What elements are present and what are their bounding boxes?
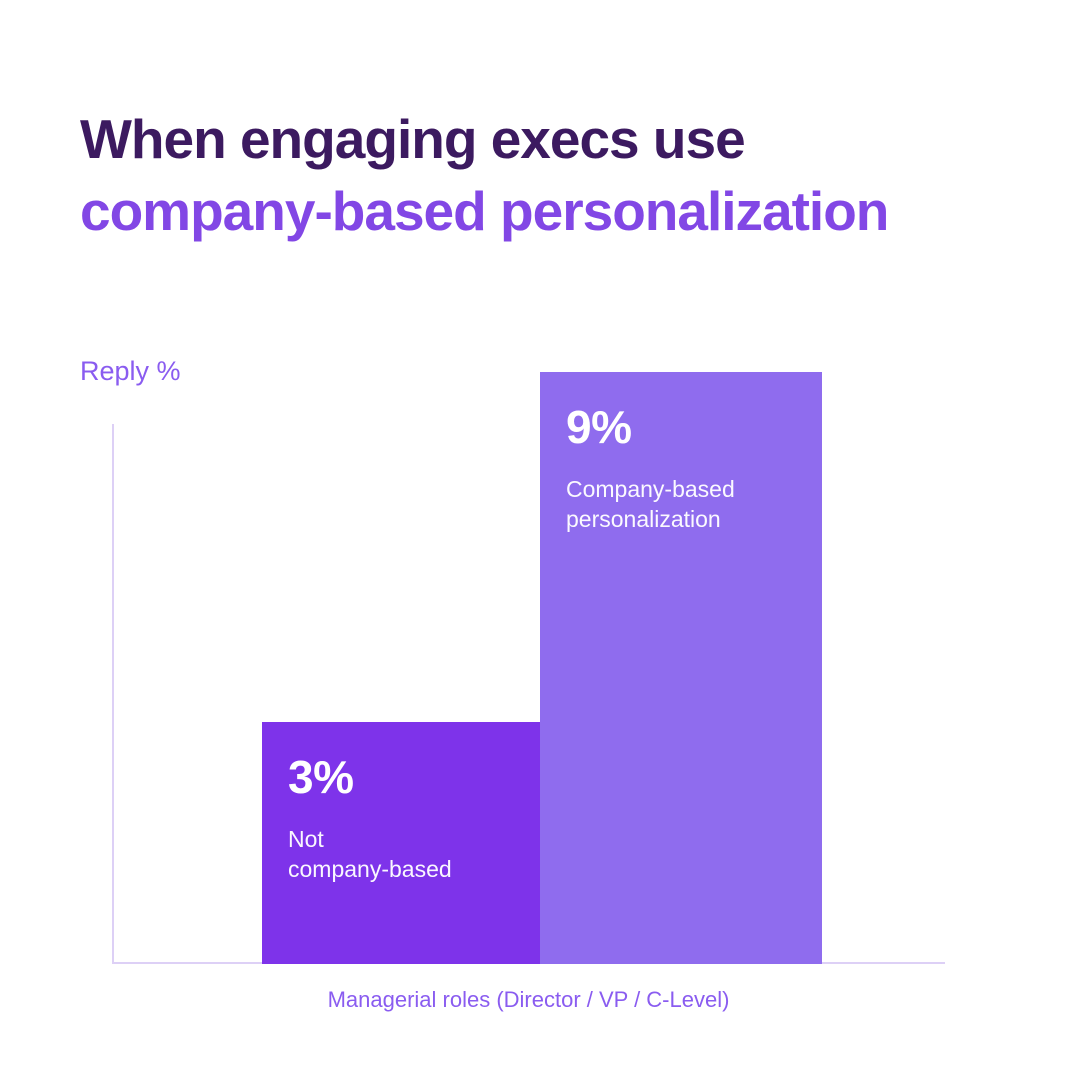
y-axis-line (112, 424, 114, 964)
bar-category-label-line1: Not (288, 826, 324, 852)
chart-title-line2: company-based personalization (80, 180, 889, 243)
bar-value-label: 9% (566, 401, 632, 453)
bar-category-label: Not company-based (288, 824, 520, 885)
y-axis-label: Reply % (80, 356, 181, 386)
bar-not-company-based: 3% Not company-based (262, 722, 540, 964)
bar-category-label-line1: Company-based (566, 476, 735, 502)
chart-title: When engaging execs use company-based pe… (80, 103, 889, 248)
chart-title-line1: When engaging execs use (80, 107, 746, 170)
bar-category-label: Company-based personalization (566, 474, 802, 535)
bar-value-label: 3% (288, 751, 354, 803)
bar-category-label-line2: company-based (288, 856, 452, 883)
bar-category-label-line2: personalization (566, 506, 721, 533)
x-axis-label: Managerial roles (Director / VP / C-Leve… (327, 987, 730, 1012)
bar-company-based-personalization: 9% Company-based personalization (540, 372, 822, 964)
